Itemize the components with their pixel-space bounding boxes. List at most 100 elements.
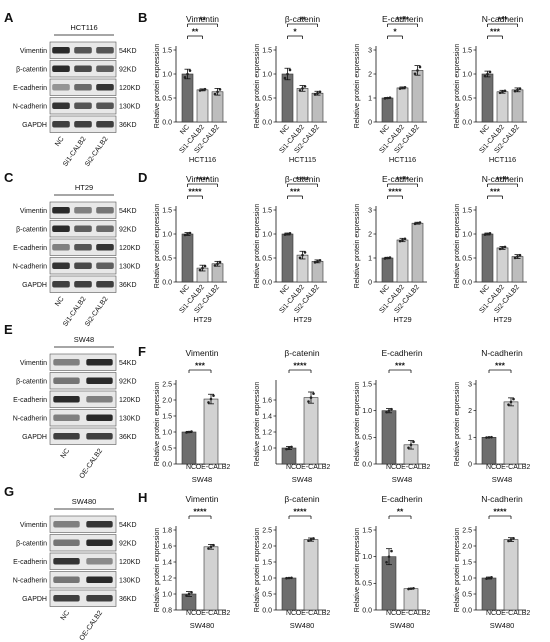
blot-band bbox=[86, 358, 113, 366]
data-point bbox=[185, 431, 188, 434]
y-tick-label: 0.5 bbox=[362, 581, 372, 588]
significance-label: *** bbox=[490, 27, 501, 37]
data-point bbox=[516, 88, 519, 92]
blot-strip bbox=[49, 409, 117, 427]
blot-band bbox=[52, 243, 70, 251]
chart-title: Vimentin bbox=[186, 494, 219, 504]
x-axis-label: SW480 bbox=[490, 621, 515, 630]
blot-band bbox=[96, 65, 114, 73]
panel-label: B bbox=[138, 10, 147, 25]
data-point bbox=[518, 87, 522, 90]
lane-label: NC bbox=[60, 610, 72, 622]
y-tick-label: 0.5 bbox=[362, 435, 372, 442]
data-point bbox=[283, 76, 287, 80]
blot-band bbox=[74, 102, 92, 110]
y-axis-label: Relative protein expression bbox=[254, 382, 261, 467]
x-tick-label: NC bbox=[186, 464, 196, 471]
blot-band bbox=[96, 102, 114, 110]
x-axis-label: SW48 bbox=[492, 475, 512, 484]
bar bbox=[196, 89, 209, 123]
y-tick-label: 0.5 bbox=[162, 95, 172, 102]
blot-row-label: Vimentin bbox=[20, 208, 47, 215]
lane-label: OE-CALB2 bbox=[79, 448, 105, 480]
bar bbox=[396, 239, 409, 283]
y-tick-label: 2 bbox=[368, 71, 372, 78]
x-tick-label: NC bbox=[279, 124, 291, 136]
blot-band bbox=[96, 206, 114, 214]
y-tick-label: 1.5 bbox=[262, 207, 272, 214]
blot-band bbox=[86, 395, 113, 403]
data-point bbox=[388, 256, 392, 259]
blot-row-label: E-cadherin bbox=[13, 397, 47, 404]
blot-band bbox=[74, 83, 92, 91]
y-tick-label: 0 bbox=[368, 279, 372, 286]
blot-row-label: GAPDH bbox=[22, 434, 47, 441]
data-point bbox=[485, 436, 488, 439]
chart-title: Vimentin bbox=[186, 14, 219, 24]
cell-line-title: SW48 bbox=[74, 335, 94, 344]
data-point bbox=[386, 96, 389, 100]
data-point bbox=[483, 233, 487, 236]
data-point bbox=[385, 560, 388, 564]
y-tick-label: 1.5 bbox=[262, 559, 272, 566]
data-point bbox=[513, 256, 517, 260]
data-point bbox=[503, 89, 507, 93]
blot-band bbox=[52, 120, 70, 128]
significance-label: *** bbox=[395, 361, 406, 371]
y-tick-label: 1.5 bbox=[362, 381, 372, 388]
bar bbox=[481, 437, 497, 465]
y-axis-label: Relative protein expression bbox=[254, 204, 261, 289]
blot-band bbox=[53, 432, 80, 440]
bar bbox=[281, 577, 297, 611]
y-tick-label: 1.0 bbox=[362, 554, 372, 561]
blot-band bbox=[86, 557, 113, 565]
blot-band bbox=[52, 83, 70, 91]
y-tick-label: 1.5 bbox=[162, 413, 172, 420]
x-tick-label: NC bbox=[386, 464, 396, 471]
data-point bbox=[403, 85, 407, 89]
y-tick-label: 1 bbox=[368, 95, 372, 102]
data-point bbox=[212, 394, 215, 397]
blot-band bbox=[74, 225, 92, 233]
x-tick-label: OE-CALB2 bbox=[496, 610, 531, 617]
y-tick-label: 1 bbox=[368, 255, 372, 262]
data-point bbox=[488, 232, 492, 235]
data-point bbox=[209, 397, 213, 401]
data-point bbox=[418, 221, 422, 224]
lane-label: NC bbox=[54, 136, 66, 148]
significance-label: *** bbox=[195, 361, 206, 371]
data-point bbox=[187, 430, 191, 434]
data-point bbox=[318, 90, 322, 94]
data-point bbox=[318, 259, 322, 262]
data-point bbox=[516, 255, 519, 258]
data-point bbox=[285, 447, 288, 451]
data-point bbox=[186, 72, 189, 76]
data-point bbox=[290, 445, 293, 449]
data-point bbox=[485, 577, 488, 580]
blot-band bbox=[52, 65, 70, 73]
bar bbox=[181, 233, 194, 283]
data-point bbox=[390, 549, 393, 553]
data-point bbox=[286, 232, 289, 236]
data-point bbox=[407, 446, 410, 450]
blot-band bbox=[52, 225, 70, 233]
blot-band bbox=[74, 280, 92, 288]
y-tick-label: 1.0 bbox=[162, 71, 172, 78]
y-axis-label: Relative protein expression bbox=[354, 44, 361, 129]
y-axis-label: Relative protein expression bbox=[154, 44, 161, 129]
y-axis-label: Relative protein expression bbox=[354, 528, 361, 613]
y-tick-label: 0.0 bbox=[162, 461, 172, 468]
y-tick-label: 0.0 bbox=[462, 279, 472, 286]
bar bbox=[211, 91, 224, 123]
data-point bbox=[198, 268, 202, 272]
blot-band bbox=[86, 414, 113, 422]
data-point bbox=[218, 260, 222, 264]
y-axis-label: Relative protein expression bbox=[154, 382, 161, 467]
lane-label: OE-CALB2 bbox=[79, 610, 105, 642]
data-point bbox=[507, 403, 510, 406]
y-tick-label: 0.5 bbox=[462, 591, 472, 598]
